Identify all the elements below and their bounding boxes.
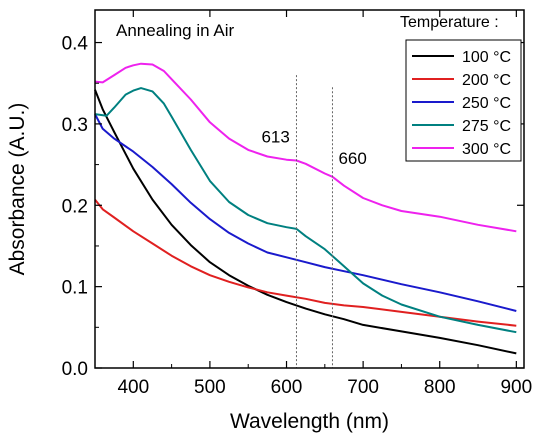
series-line-1 xyxy=(94,198,517,327)
y-tick-label-4: 0.4 xyxy=(62,34,89,55)
y-axis-label: Absorbance (A.U.) xyxy=(6,103,29,276)
legend-entry-2: 250 °C xyxy=(462,95,511,112)
inset-title: Annealing in Air xyxy=(116,21,234,40)
series-layer xyxy=(94,62,517,355)
series-line-3 xyxy=(94,87,517,334)
legend-entry-4: 300 °C xyxy=(462,141,511,158)
y-tick-label-1: 0.1 xyxy=(62,278,88,299)
y-tick-label-0: 0.0 xyxy=(62,359,88,380)
x-tick-label-5: 900 xyxy=(500,377,532,398)
x-tick-label-3: 700 xyxy=(347,377,379,398)
legend-entry-0: 100 °C xyxy=(462,49,511,66)
annotation-1: 660 xyxy=(338,149,366,168)
x-tick-label-2: 600 xyxy=(271,377,303,398)
x-tick-label-0: 400 xyxy=(117,377,149,398)
axis-ticks: 400 500 600 700 800 900 0.0 0.1 0.2 0.3 0.4 xyxy=(62,10,532,398)
legend-entry-1: 200 °C xyxy=(462,72,511,89)
series-line-4 xyxy=(94,62,517,233)
legend-entry-3: 275 °C xyxy=(462,118,511,135)
plot-frame xyxy=(94,9,525,369)
legend: Temperature : 100 °C 200 °C 250 °C 275 °C 30… xyxy=(400,14,522,162)
reference-lines: 613 660 xyxy=(261,75,367,368)
y-tick-label-3: 0.3 xyxy=(62,115,88,136)
legend-title: Temperature : xyxy=(400,14,499,31)
y-tick-label-2: 0.2 xyxy=(62,196,88,217)
x-tick-label-4: 800 xyxy=(424,377,456,398)
x-tick-label-1: 500 xyxy=(194,377,226,398)
annotation-0: 613 xyxy=(261,128,289,147)
legend-entries: 100 °C 200 °C 250 °C 275 °C 300 °C xyxy=(412,49,511,158)
x-axis-label: Wavelength (nm) xyxy=(230,410,389,433)
legend-box xyxy=(405,39,522,162)
series-line-2 xyxy=(94,113,517,312)
